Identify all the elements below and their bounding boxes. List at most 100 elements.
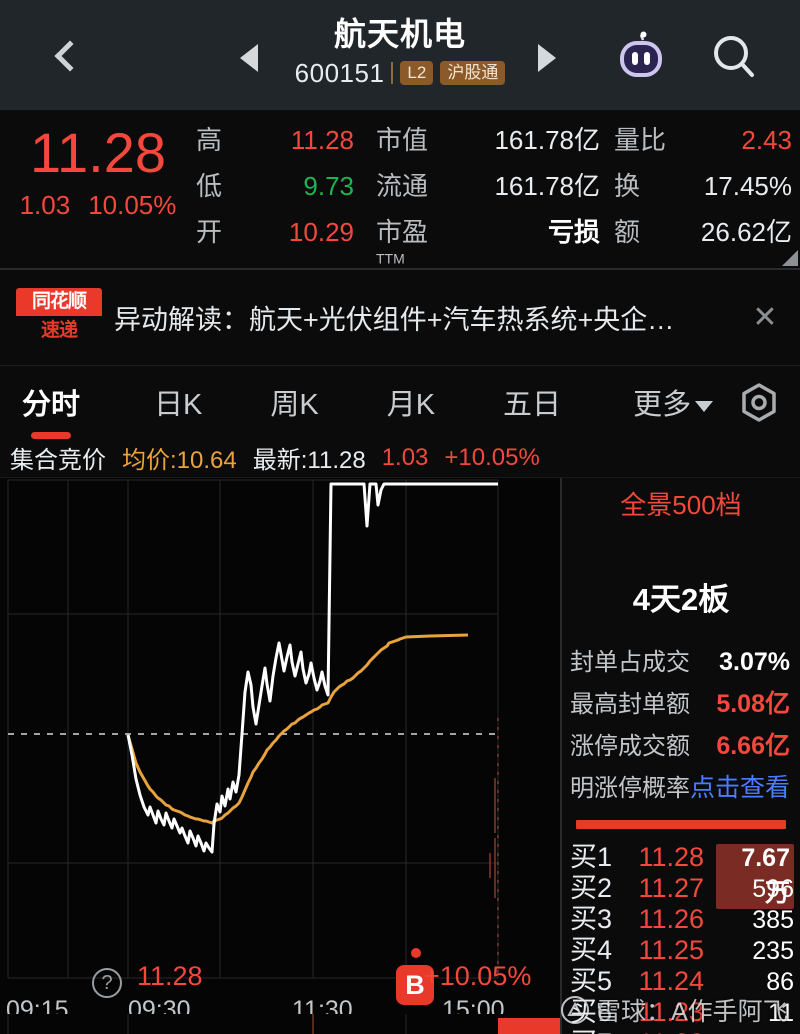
stat-row: 最高封单额 5.08亿 xyxy=(562,684,800,726)
chart-high-label: 11.28 xyxy=(137,961,203,991)
next-stock-button[interactable] xyxy=(538,44,556,72)
quote-row-3: 开 10.29 市盈TTM 亏损 额 26.62亿 xyxy=(196,212,796,266)
news-banner[interactable]: 同花顺 速递 异动解读：航天+光伏组件+汽车热系统+央企… ✕ xyxy=(0,270,800,366)
stat-row[interactable]: 明涨停概率 点击查看 xyxy=(562,768,800,810)
quote-panel[interactable]: 11.28 1.03 10.05% 高 11.28 市值 161.78亿 量比 … xyxy=(0,110,800,270)
pe-label: 市盈TTM xyxy=(376,217,429,267)
search-button[interactable] xyxy=(706,31,762,83)
code-divider xyxy=(391,62,394,84)
bid-price: 11.22 xyxy=(636,1028,716,1034)
pe-value: 亏损 xyxy=(547,217,600,247)
tab-weekly-k[interactable]: 周K xyxy=(270,389,319,421)
watermark: 雪球：A作手阿飞 xyxy=(560,990,800,1030)
badge-hk-connect[interactable]: 沪股通 xyxy=(440,61,506,85)
mktcap-label: 市值 xyxy=(376,125,429,155)
bid-price: 11.23 xyxy=(638,997,704,1027)
stat-label: 明涨停概率 xyxy=(570,775,690,802)
order-book-divider xyxy=(576,820,786,829)
bid-label: 买1 xyxy=(570,842,613,872)
buy-marker[interactable]: B xyxy=(396,965,434,1005)
header-title-block: 航天机电 600151 L2 沪股通 xyxy=(0,14,800,88)
order-book[interactable]: 买1 11.28 7.67万 买2 11.27 596 买3 11.26 385… xyxy=(560,800,800,1034)
expand-corner-icon[interactable] xyxy=(782,250,798,266)
change-absolute: 1.03 xyxy=(19,190,71,220)
order-book-row[interactable]: 买4 11.25 235 xyxy=(562,928,800,965)
amount-value: 26.62亿 xyxy=(700,217,792,247)
ths-logo-bottom: 速递 xyxy=(40,319,78,341)
stat-value: 5.08亿 xyxy=(716,690,790,718)
bid-price: 11.28 xyxy=(638,842,704,872)
hexagon-target-button[interactable] xyxy=(736,380,782,426)
order-book-row[interactable]: 买5 11.24 86 xyxy=(562,959,800,996)
order-book-row[interactable]: 买2 11.27 596 xyxy=(562,866,800,903)
bid-price: 11.24 xyxy=(638,966,704,996)
order-book-row[interactable]: 买7 11.22 295 xyxy=(562,1021,800,1034)
prev-stock-button[interactable] xyxy=(240,44,258,72)
stat-value: 3.07% xyxy=(719,648,790,676)
bid-qty: 596 xyxy=(752,875,794,903)
bid-price: 11.25 xyxy=(638,935,704,965)
float-value: 161.78亿 xyxy=(494,171,600,201)
tab-more[interactable]: 更多 xyxy=(633,381,714,423)
tab-daily-k[interactable]: 日K xyxy=(154,389,203,421)
close-icon[interactable]: ✕ xyxy=(752,301,778,334)
bid-price: 11.27 xyxy=(638,873,704,903)
pe-sup: TTM xyxy=(376,250,405,267)
bid-label: 买5 xyxy=(570,966,613,996)
bid-label: 买7 xyxy=(570,1021,636,1034)
stat-label: 封单占成交 xyxy=(570,649,690,676)
order-book-row[interactable]: 买3 11.26 385 xyxy=(562,897,800,934)
open-label: 开 xyxy=(196,217,223,247)
open-value: 10.29 xyxy=(288,217,354,247)
tab-monthly-k[interactable]: 月K xyxy=(386,389,436,421)
bid-label: 买2 xyxy=(570,873,613,903)
stock-code: 600151 xyxy=(294,58,385,88)
stat-label: 最高封单额 xyxy=(570,691,690,718)
volume-strip xyxy=(0,1014,560,1034)
avg-price-info: 均价:10.64 xyxy=(122,447,237,474)
hexagon-target-icon xyxy=(742,383,776,422)
bid-qty: 235 xyxy=(752,937,794,965)
tab-five-day[interactable]: 五日 xyxy=(503,389,562,421)
stat-value: 6.66亿 xyxy=(716,732,790,760)
order-book-row[interactable]: 买1 11.28 7.67万 xyxy=(562,835,800,909)
bid-label: 买4 xyxy=(570,935,613,965)
search-icon xyxy=(714,36,754,77)
view-probability-link[interactable]: 点击查看 xyxy=(689,774,790,802)
intraday-chart[interactable]: ? 11.28 B +10.05% 10.25 0.00% 9.22 −10.0… xyxy=(0,478,560,1034)
bid-qty: 86 xyxy=(766,968,794,996)
bid-qty: 7.67万 xyxy=(716,844,794,909)
price-block: 11.28 1.03 10.05% xyxy=(8,121,188,221)
stat-row: 封单占成交 3.07% xyxy=(562,642,800,684)
robot-assistant-button[interactable] xyxy=(613,31,669,83)
panel-stat-rows: 封单占成交 3.07% 最高封单额 5.08亿 涨停成交额 6.66亿 明涨停概… xyxy=(562,642,800,810)
volratio-value: 2.43 xyxy=(741,125,792,155)
low-label: 低 xyxy=(196,171,223,201)
bid-qty: 295 xyxy=(716,1030,794,1034)
chart-canvas xyxy=(0,478,560,1034)
xueqiu-logo-icon xyxy=(561,996,589,1024)
last-price: 11.28 xyxy=(30,121,166,184)
chart-high-pct-label: +10.05% xyxy=(424,961,532,991)
quote-row-1: 高 11.28 市值 161.78亿 量比 2.43 xyxy=(196,120,796,166)
badge-l2[interactable]: L2 xyxy=(400,61,434,85)
watermark-text: 雪球：A作手阿飞 xyxy=(596,998,788,1026)
panel-title[interactable]: 全景500档 xyxy=(620,490,742,520)
tab-active-underline xyxy=(31,432,71,439)
high-value: 11.28 xyxy=(290,125,354,155)
app-header: 航天机电 600151 L2 沪股通 xyxy=(0,0,800,110)
change-row: 1.03 10.05% xyxy=(8,190,188,220)
stock-name: 航天机电 xyxy=(333,16,466,52)
question-mark-icon[interactable]: ? xyxy=(92,968,122,998)
bid-qty: 385 xyxy=(752,906,794,934)
tab-fenshi[interactable]: 分时 xyxy=(22,381,80,439)
price-line xyxy=(126,482,498,854)
chart-tabs: 分时 日K 周K 月K 五日 更多 xyxy=(0,366,800,439)
bid-label: 买3 xyxy=(570,904,613,934)
float-label: 流通 xyxy=(376,171,429,201)
low-value: 9.73 xyxy=(303,171,354,201)
news-text[interactable]: 异动解读：航天+光伏组件+汽车热系统+央企… xyxy=(114,305,675,335)
high-label: 高 xyxy=(196,125,223,155)
quote-stats-grid: 高 11.28 市值 161.78亿 量比 2.43 低 9.73 流通 161… xyxy=(196,120,796,266)
